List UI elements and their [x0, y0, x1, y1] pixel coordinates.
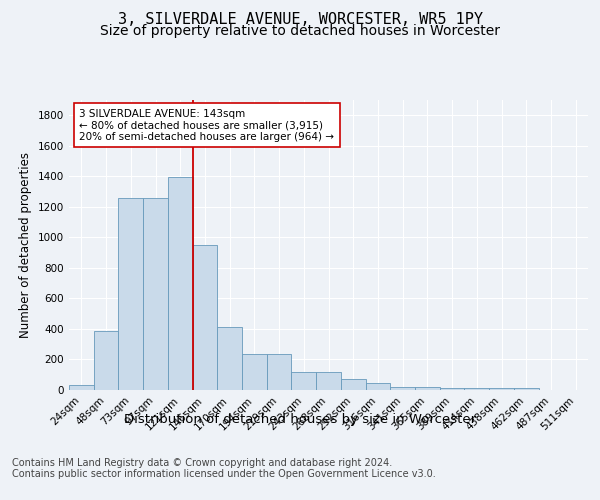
Bar — [242, 354, 267, 390]
Text: Contains HM Land Registry data © Crown copyright and database right 2024.
Contai: Contains HM Land Registry data © Crown c… — [12, 458, 436, 479]
Y-axis label: Number of detached properties: Number of detached properties — [19, 152, 32, 338]
Bar — [365, 383, 390, 390]
Bar — [94, 331, 118, 390]
Bar — [217, 328, 242, 390]
Bar — [143, 198, 168, 390]
Bar — [489, 388, 514, 390]
Bar — [341, 380, 365, 390]
Bar — [69, 386, 94, 390]
Bar — [464, 388, 489, 390]
Bar — [440, 388, 464, 390]
Bar — [514, 388, 539, 390]
Text: Size of property relative to detached houses in Worcester: Size of property relative to detached ho… — [100, 24, 500, 38]
Text: 3, SILVERDALE AVENUE, WORCESTER, WR5 1PY: 3, SILVERDALE AVENUE, WORCESTER, WR5 1PY — [118, 12, 482, 28]
Text: Distribution of detached houses by size in Worcester: Distribution of detached houses by size … — [124, 412, 476, 426]
Bar — [292, 372, 316, 390]
Bar — [415, 387, 440, 390]
Bar — [168, 177, 193, 390]
Bar — [193, 245, 217, 390]
Bar — [267, 354, 292, 390]
Bar — [316, 372, 341, 390]
Bar — [390, 387, 415, 390]
Bar — [118, 198, 143, 390]
Text: 3 SILVERDALE AVENUE: 143sqm
← 80% of detached houses are smaller (3,915)
20% of : 3 SILVERDALE AVENUE: 143sqm ← 80% of det… — [79, 108, 334, 142]
